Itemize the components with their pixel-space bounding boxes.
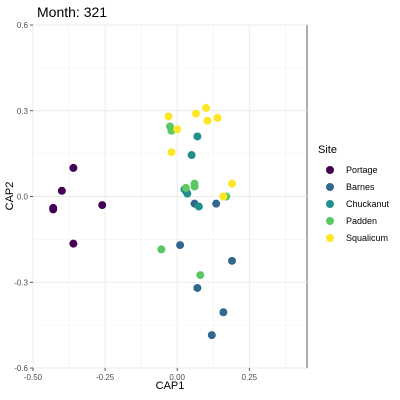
data-point-chuckanut (193, 132, 202, 141)
data-point-squalicum (173, 125, 182, 134)
legend-title: Site (318, 144, 337, 156)
legend: Site Portage Barnes Chuckanut Padden Squalic… (318, 144, 390, 243)
data-point-squalicum (228, 179, 237, 188)
data-point-portage (57, 186, 66, 195)
legend-key-portage (326, 166, 334, 174)
data-point-padden (196, 271, 205, 280)
data-point-squalicum (202, 103, 211, 112)
data-point-portage (69, 163, 78, 172)
data-point-barnes (207, 331, 216, 340)
legend-key-squalicum (326, 234, 334, 242)
chart-title: Month: 321 (37, 4, 107, 20)
x-tick-label: -0.25 (96, 373, 115, 382)
data-point-barnes (219, 308, 228, 317)
x-tick-label: 0.25 (242, 373, 258, 382)
data-point-barnes (212, 199, 221, 208)
data-point-padden (190, 182, 199, 191)
data-point-chuckanut (194, 202, 203, 211)
data-point-squalicum (167, 148, 176, 157)
data-point-padden (181, 183, 190, 192)
y-tick-label: -0.3 (14, 278, 28, 287)
y-tick-label: 0.6 (17, 21, 29, 30)
x-tick-label: 0.00 (169, 373, 185, 382)
data-point-barnes (193, 283, 202, 292)
data-point-squalicum (164, 112, 173, 121)
data-point-squalicum (219, 192, 228, 201)
data-point-squalicum (203, 116, 212, 125)
data-point-portage (98, 201, 107, 210)
x-axis-label: CAP1 (156, 380, 185, 392)
data-point-padden (157, 245, 166, 254)
legend-label-chuckanut: Chuckanut (346, 199, 390, 209)
legend-label-squalicum: Squalicum (346, 233, 388, 243)
data-point-portage (49, 205, 58, 214)
legend-label-padden: Padden (346, 216, 377, 226)
legend-label-barnes: Barnes (346, 182, 375, 192)
data-point-squalicum (213, 113, 222, 122)
data-point-chuckanut (187, 151, 196, 160)
data-point-barnes (228, 256, 237, 265)
x-axis-ticks: -0.50 -0.25 0.00 0.25 (24, 368, 258, 382)
data-point-squalicum (191, 109, 200, 118)
data-points (49, 103, 237, 340)
data-point-portage (69, 239, 78, 248)
data-point-barnes (176, 241, 185, 250)
y-tick-label: -0.6 (14, 364, 28, 373)
x-tick-label: -0.50 (24, 373, 43, 382)
y-axis-label: CAP2 (4, 182, 16, 211)
y-axis-ticks: -0.6 -0.3 0.0 0.3 0.6 (14, 21, 33, 373)
legend-key-barnes (326, 183, 334, 191)
legend-label-portage: Portage (346, 165, 378, 175)
legend-key-chuckanut (326, 200, 334, 208)
legend-key-padden (326, 217, 334, 225)
y-tick-label: 0.3 (17, 107, 29, 116)
y-tick-label: 0.0 (17, 193, 29, 202)
